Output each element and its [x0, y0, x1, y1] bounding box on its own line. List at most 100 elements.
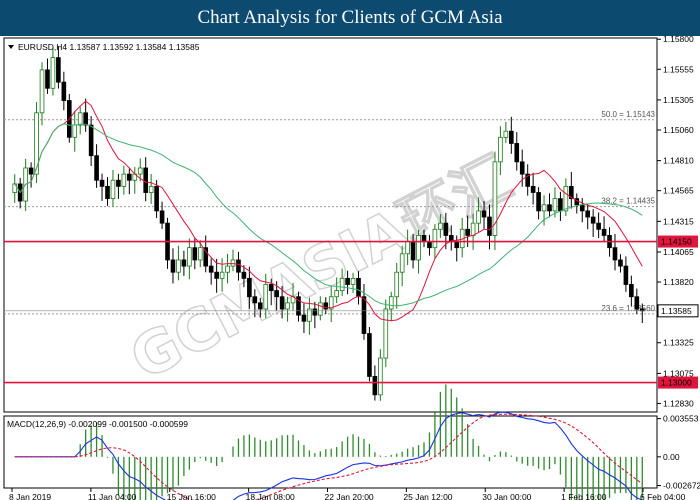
- candle-up: [72, 124, 78, 138]
- y-tick-label: 1.15800: [663, 36, 694, 44]
- candle-up: [137, 167, 143, 175]
- x-tick-label: 25 Jan 12:00: [403, 492, 452, 500]
- x-tick-label: 22 Jan 20:00: [325, 492, 374, 500]
- candle-down: [116, 179, 121, 187]
- candle-down: [192, 247, 198, 261]
- candle-up: [34, 112, 39, 175]
- candle-down: [623, 265, 629, 285]
- candle-down: [203, 247, 209, 267]
- candle-down: [585, 210, 591, 218]
- candle-up: [405, 241, 410, 255]
- candle-down: [274, 290, 279, 298]
- current-price-tag: [657, 304, 699, 318]
- candle-up: [187, 247, 192, 267]
- candle-down: [83, 112, 88, 126]
- candle-down: [530, 185, 536, 193]
- candle-down: [94, 155, 99, 181]
- candle-down: [525, 173, 530, 187]
- candle-up: [563, 185, 569, 212]
- candle-up: [399, 253, 405, 273]
- candle-down: [345, 277, 350, 285]
- candle-down: [159, 210, 165, 224]
- main-plot-frame: [3, 37, 658, 413]
- x-tick-label: 6 Feb 04:00: [640, 492, 686, 500]
- y-tick-label: 1.14565: [663, 186, 694, 196]
- candle-down: [236, 259, 241, 273]
- candle-down: [252, 296, 258, 304]
- indicator-y-tick-label: -0.002672: [663, 481, 700, 491]
- candle-up: [432, 228, 438, 249]
- candle-down: [323, 302, 329, 310]
- horizontal-level-tag: [658, 235, 698, 248]
- candle-down: [612, 247, 618, 261]
- candle-down: [508, 130, 514, 144]
- candle-down: [410, 241, 416, 261]
- candle-down: [45, 69, 50, 89]
- candle-down: [629, 284, 634, 298]
- horizontal-level-tag: [658, 376, 698, 389]
- candle-up: [148, 185, 154, 193]
- chart-banner-title: Chart Analysis for Clients of GCM Asia: [0, 0, 700, 36]
- candle-up: [225, 265, 230, 273]
- indicator-plot-frame: [3, 415, 658, 489]
- candle-down: [61, 81, 67, 101]
- y-tick-label: 1.15305: [663, 95, 694, 105]
- candle-down: [519, 161, 525, 175]
- candle-up: [388, 296, 394, 310]
- candle-up: [476, 210, 481, 224]
- candle-down: [127, 173, 132, 181]
- indicator-label: MACD(12,26,9) -0.002099 -0.001500 -0.000…: [7, 419, 188, 429]
- candle-down: [143, 167, 149, 193]
- fib-level-label: 23.6 = 1.13560: [601, 304, 655, 313]
- candle-down: [268, 284, 274, 292]
- candle-up: [176, 259, 181, 273]
- symbol-dropdown-icon: [8, 45, 14, 49]
- candle-up: [503, 130, 509, 138]
- candle-down: [596, 222, 601, 230]
- horizontal-level-label: 1.13000: [661, 378, 692, 388]
- candle-up: [470, 222, 476, 236]
- candle-up: [334, 290, 339, 298]
- candle-down: [154, 185, 159, 212]
- y-tick-label: 1.14810: [663, 156, 694, 166]
- candle-down: [454, 241, 460, 249]
- candle-down: [279, 296, 285, 310]
- candle-down: [247, 277, 252, 298]
- candle-up: [197, 247, 203, 261]
- candle-up: [552, 198, 558, 212]
- x-tick-label: 11 Jan 04:00: [88, 492, 137, 500]
- candle-up: [307, 308, 312, 322]
- indicator-y-tick-label: 0.003553: [663, 414, 699, 424]
- y-tick-label: 1.13820: [663, 277, 694, 287]
- y-tick-label: 1.14065: [663, 247, 694, 257]
- fib-level-label: 50.0 = 1.15143: [601, 110, 655, 119]
- candle-down: [312, 308, 318, 316]
- candle-down: [465, 228, 470, 236]
- x-tick-label: 8 Jan 2019: [9, 492, 51, 500]
- candle-down: [170, 259, 176, 273]
- candle-up: [394, 271, 400, 298]
- candle-down: [361, 296, 367, 334]
- candle-down: [214, 271, 219, 279]
- candle-up: [416, 235, 421, 261]
- candle-down: [443, 222, 449, 236]
- indicator-y-tick-label: 0.00: [663, 452, 680, 462]
- candle-up: [438, 222, 443, 230]
- candle-up: [230, 259, 236, 267]
- candle-up: [77, 112, 83, 126]
- candle-down: [241, 271, 247, 279]
- candle-down: [296, 296, 301, 316]
- candle-down: [481, 210, 487, 218]
- y-tick-label: 1.15060: [663, 125, 694, 135]
- candle-down: [569, 185, 574, 200]
- candle-up: [328, 296, 334, 310]
- candle-up: [110, 179, 116, 200]
- candle-down: [547, 204, 552, 212]
- y-tick-label: 1.12830: [663, 398, 694, 408]
- candle-down: [558, 198, 563, 212]
- candle-down: [421, 235, 427, 242]
- candle-down: [536, 192, 541, 212]
- candle-up: [339, 277, 345, 292]
- candle-down: [208, 265, 214, 273]
- x-tick-label: 30 Jan 00:00: [482, 492, 531, 500]
